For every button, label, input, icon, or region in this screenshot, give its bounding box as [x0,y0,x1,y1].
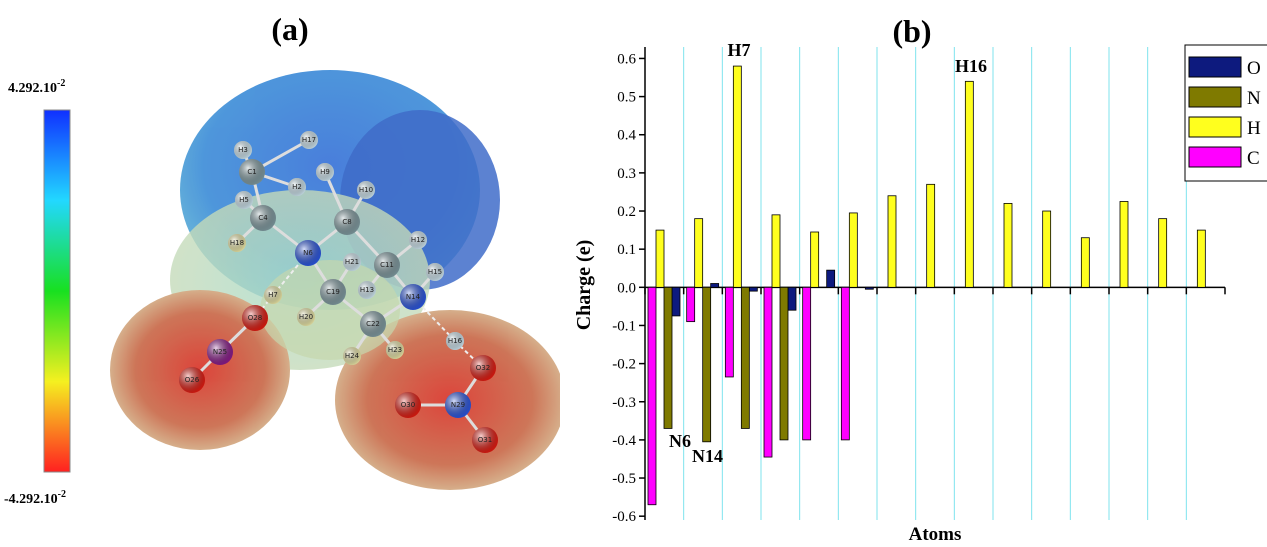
y-tick-label: -0.3 [612,395,636,411]
legend-label: H [1247,118,1261,139]
atom-label: H24 [345,352,360,360]
atom-label: H20 [299,313,313,321]
bar [672,287,680,316]
y-tick-label: -0.6 [612,509,636,525]
atom-label: H9 [320,168,330,176]
bar [849,213,857,287]
bar [656,230,664,287]
atom-label: H5 [239,196,249,204]
atom-label: H17 [302,136,316,144]
bar [827,270,835,287]
y-tick-label: 0.2 [617,204,636,220]
y-tick-label: 0.0 [617,280,636,296]
x-axis-label: Atoms [909,524,962,545]
atom-label: H13 [360,286,374,294]
legend-swatch [1189,117,1241,137]
figure: 4.292.10-2 -4.292.10-2 (a) H17 H3 C1 H2 H5 C4… [0,0,1267,547]
atom-label: N25 [213,348,227,356]
legend-label: O [1247,58,1261,79]
atom-label: N6 [303,249,313,257]
atom-label: H23 [388,346,402,354]
chart-title: (b) [892,13,931,49]
panel-a: 4.292.10-2 -4.292.10-2 (a) H17 H3 C1 H2 H5 C4… [0,0,560,547]
legend-swatch [1189,57,1241,77]
atom-label: O31 [478,436,492,444]
bar [711,284,719,288]
atom-label: C22 [366,320,380,328]
atom-label: C19 [326,288,340,296]
bar [780,287,788,440]
bar [865,287,873,289]
atom-label: H7 [268,291,278,299]
bar [1120,201,1128,287]
bar [811,232,819,287]
atom-label: C8 [342,218,351,226]
atom-label: C4 [258,214,268,222]
bar [703,287,711,441]
bar [803,287,811,440]
y-tick-label: -0.4 [612,433,636,449]
scale-min-label: -4.292.10-2 [4,489,66,507]
legend-label: N [1247,88,1261,109]
atom-label: H3 [238,146,248,154]
chart: (b) Atoms Charge (e) -0.6 -0.5 -0.4 -0.3 -0.… [560,0,1267,547]
bar [1159,219,1167,288]
color-scale-bar [44,110,70,472]
bar [1197,230,1205,287]
bar [927,184,935,287]
y-tick-label: 0.5 [617,90,636,106]
annotation: H7 [727,40,750,60]
y-tick-label: 0.1 [617,242,636,258]
atom-label: N29 [451,401,465,409]
atom-label: C1 [247,168,256,176]
atom-label: H18 [230,239,244,247]
atom-label: H10 [359,186,373,194]
bar [841,287,849,440]
bar [749,287,757,291]
atom-label: O30 [401,401,415,409]
bar [1004,203,1012,287]
legend-swatch [1189,87,1241,107]
legend-swatch [1189,147,1241,167]
annotation: N14 [692,446,723,466]
y-tick-label: -0.1 [612,318,636,334]
bar [741,287,749,428]
atom-label: H2 [292,183,302,191]
bar [695,219,703,288]
atom-label: C11 [380,261,394,269]
y-tick-label: -0.2 [612,357,636,373]
bar [1081,238,1089,288]
y-axis-label: Charge (e) [573,240,595,331]
bar [888,196,896,288]
atom-label: H15 [428,268,442,276]
legend-label: C [1247,148,1260,169]
annotation: N6 [669,431,691,451]
bar [1043,211,1051,287]
atom-label: H12 [411,236,425,244]
bar [764,287,772,457]
y-tick-label: 0.3 [617,166,636,182]
atom-label: O28 [248,314,262,322]
bar [648,287,656,504]
y-tick-label: 0.6 [617,51,636,67]
y-tick-label: -0.5 [612,471,636,487]
bar [664,287,672,428]
atom-label: H16 [448,337,463,345]
bar [772,215,780,287]
panel-a-title: (a) [271,11,308,47]
atom-label: H21 [345,258,359,266]
bar [733,66,741,287]
atom-label: N14 [406,293,421,301]
annotation: H16 [955,56,987,76]
scale-max-label: 4.292.10-2 [8,78,65,96]
y-tick-label: 0.4 [617,128,636,144]
atom-label: O26 [185,376,200,384]
bar [788,287,796,310]
bar [965,81,973,287]
bar [725,287,733,377]
bar [687,287,695,321]
atom-label: O32 [476,364,490,372]
